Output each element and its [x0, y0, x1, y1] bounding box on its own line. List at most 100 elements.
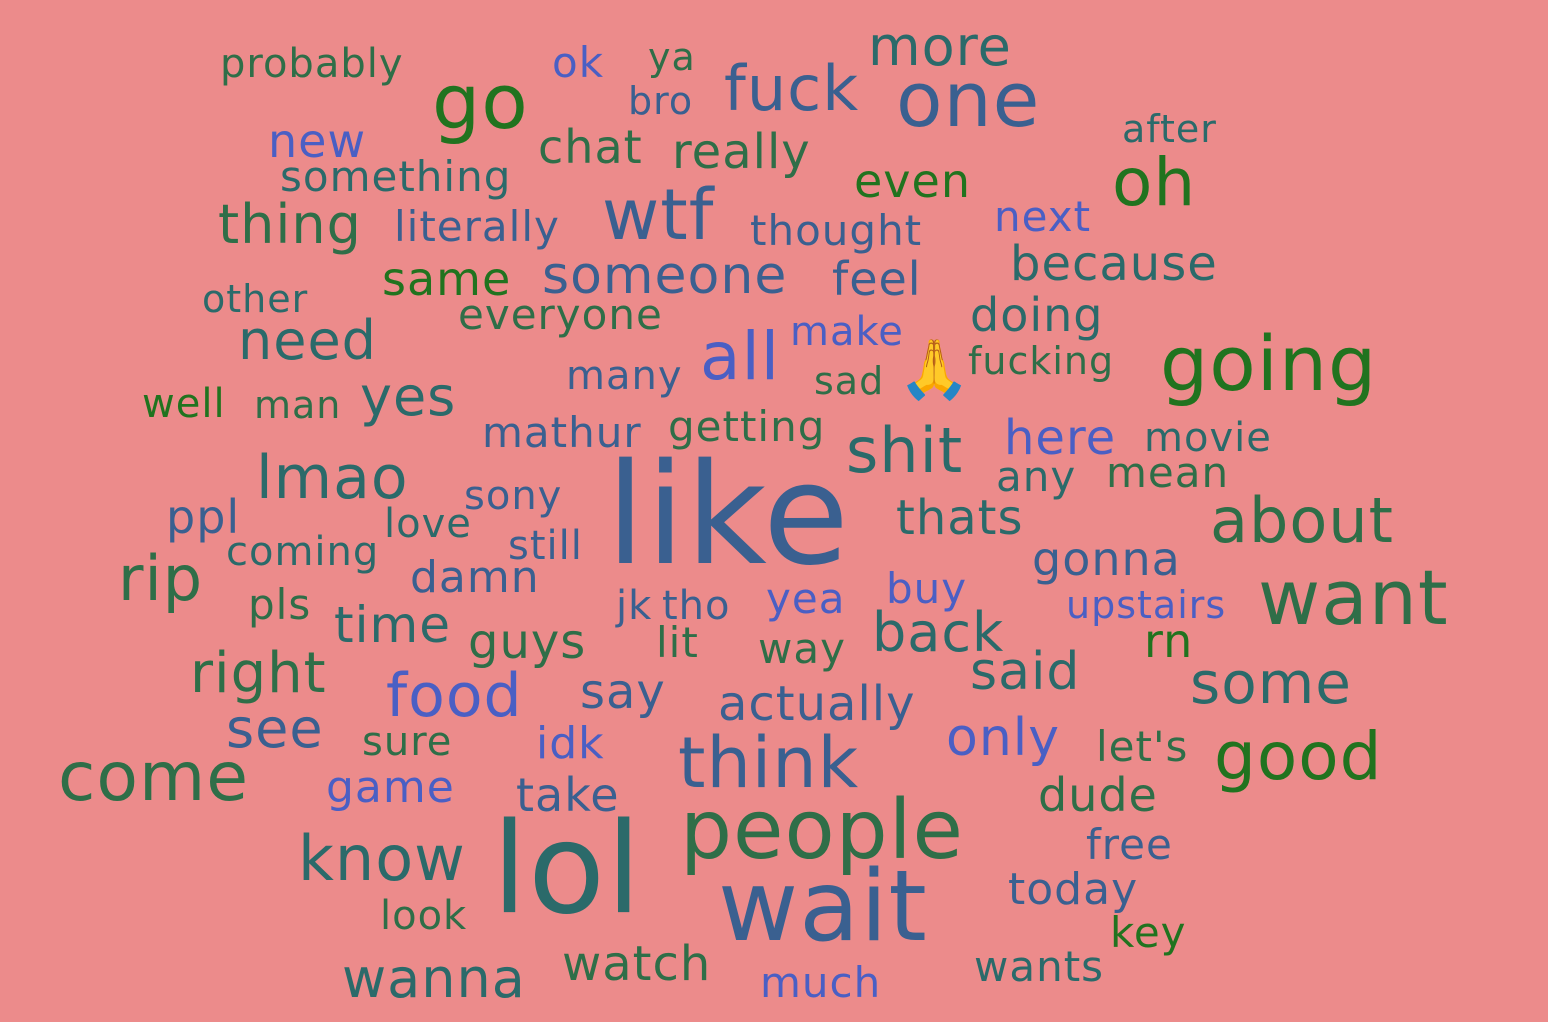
- word: ya: [648, 35, 696, 79]
- word: going: [1160, 319, 1378, 408]
- word: shit: [846, 414, 964, 487]
- word: all: [700, 318, 781, 395]
- word: jk: [616, 583, 653, 629]
- word: probably: [220, 41, 404, 87]
- word: many: [566, 353, 683, 399]
- word: thats: [896, 490, 1024, 546]
- word: good: [1214, 718, 1383, 795]
- word: man: [254, 383, 342, 427]
- word: after: [1122, 107, 1217, 151]
- word: lmao: [256, 443, 409, 513]
- word: people: [680, 783, 964, 878]
- word: wanna: [342, 947, 526, 1010]
- word: guys: [468, 614, 587, 670]
- word: watch: [562, 936, 712, 992]
- word: doing: [970, 288, 1104, 342]
- word: like: [606, 434, 851, 597]
- word: even: [854, 154, 971, 208]
- word: ppl: [166, 490, 241, 544]
- word: go: [432, 57, 529, 146]
- word: lit: [656, 618, 699, 667]
- word: someone: [542, 246, 788, 306]
- word: actually: [718, 676, 916, 732]
- word: want: [1258, 553, 1449, 642]
- word: fuck: [724, 52, 860, 125]
- word: idk: [536, 718, 605, 769]
- word: other: [202, 277, 309, 321]
- word: sony: [464, 473, 563, 519]
- word: ok: [552, 38, 605, 87]
- word: literally: [394, 202, 560, 251]
- word: only: [946, 708, 1060, 768]
- word: here: [1004, 410, 1117, 466]
- word: lol: [492, 795, 643, 942]
- word: rn: [1144, 614, 1194, 668]
- word: let's: [1096, 722, 1189, 771]
- word: something: [280, 152, 512, 201]
- praying-hands-emoji: 🙏: [898, 335, 972, 403]
- word: said: [970, 642, 1081, 702]
- word: key: [1110, 908, 1187, 957]
- word: come: [58, 738, 250, 817]
- word: coming: [226, 529, 380, 575]
- word: look: [380, 893, 468, 939]
- word: know: [298, 822, 466, 895]
- word: damn: [410, 552, 540, 603]
- word: free: [1086, 820, 1173, 869]
- word: mathur: [482, 408, 642, 457]
- word: say: [580, 664, 666, 720]
- word: one: [896, 55, 1041, 144]
- word: right: [190, 641, 327, 706]
- word: wtf: [602, 174, 715, 256]
- word: movie: [1144, 415, 1272, 461]
- word: upstairs: [1066, 583, 1227, 627]
- word: more: [868, 15, 1012, 78]
- word: well: [142, 381, 226, 427]
- word: take: [516, 768, 620, 822]
- word: fucking: [968, 339, 1115, 383]
- word: today: [1008, 864, 1139, 915]
- word: way: [758, 624, 846, 673]
- word: much: [760, 958, 882, 1007]
- word: love: [384, 501, 472, 547]
- word: see: [226, 697, 324, 760]
- word: feel: [832, 252, 922, 306]
- word: thing: [218, 193, 362, 256]
- word: getting: [668, 402, 826, 451]
- word: yes: [360, 365, 457, 428]
- word: sad: [814, 359, 885, 403]
- word: everyone: [458, 290, 663, 339]
- word: time: [334, 596, 451, 654]
- word: still: [508, 523, 583, 569]
- word: new: [268, 114, 367, 168]
- word: really: [672, 124, 811, 180]
- word: yea: [766, 574, 846, 623]
- word: because: [1010, 236, 1218, 292]
- word: gonna: [1032, 532, 1181, 586]
- word: pls: [248, 580, 312, 629]
- word: rip: [118, 542, 204, 615]
- word: buy: [886, 564, 968, 613]
- word: dude: [1038, 768, 1158, 822]
- word: back: [872, 601, 1005, 664]
- word: bro: [628, 79, 694, 123]
- word: chat: [538, 120, 643, 174]
- word: about: [1210, 484, 1394, 557]
- word: same: [382, 252, 512, 306]
- word: think: [678, 722, 860, 804]
- word: next: [994, 192, 1092, 241]
- word: make: [790, 309, 904, 355]
- word: some: [1190, 649, 1352, 717]
- word: any: [996, 452, 1077, 501]
- word: thought: [750, 206, 923, 255]
- word: need: [238, 309, 377, 372]
- word: wait: [718, 850, 928, 964]
- word: sure: [362, 719, 453, 765]
- word: game: [326, 762, 455, 813]
- word: food: [386, 661, 523, 731]
- word: tho: [662, 583, 731, 629]
- word: wants: [974, 942, 1105, 991]
- word: mean: [1106, 448, 1230, 497]
- word: oh: [1112, 144, 1197, 221]
